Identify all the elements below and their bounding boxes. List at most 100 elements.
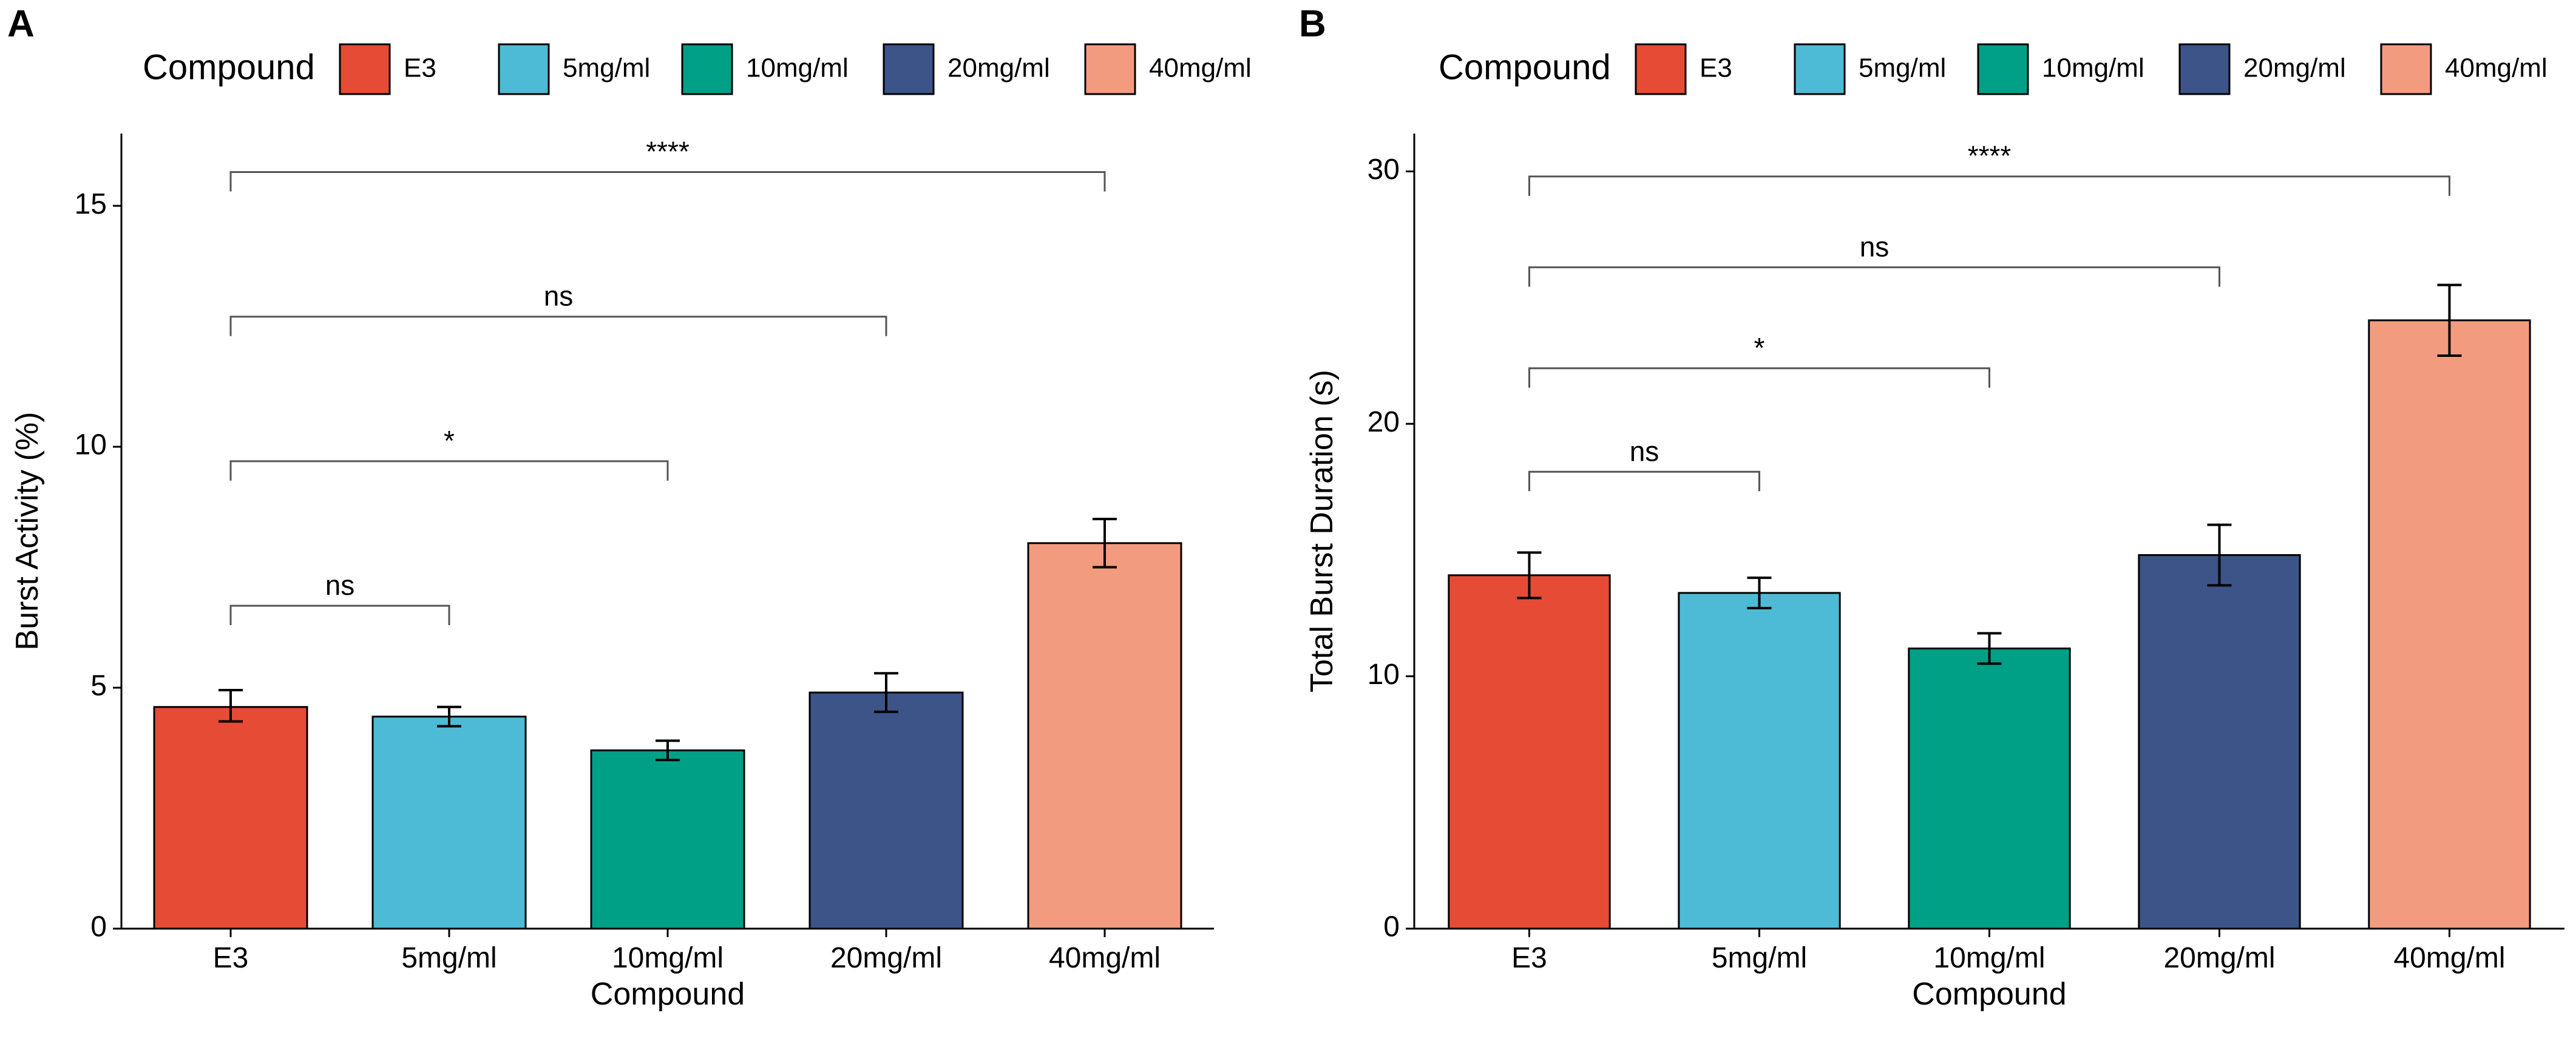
- error-bar: [437, 705, 461, 728]
- bracket-line: [1528, 175, 2450, 196]
- legend-label: 10mg/ml: [746, 53, 849, 83]
- x-tick-label: 40mg/ml: [2393, 942, 2505, 974]
- significance-bracket: *: [229, 425, 669, 481]
- significance-bracket: *: [1528, 332, 1990, 388]
- legend-swatch: [681, 43, 733, 95]
- legend-label: 20mg/ml: [2243, 53, 2346, 83]
- x-tick-label: E3: [213, 942, 249, 974]
- significance-label: ns: [325, 569, 355, 601]
- legend-swatch: [1084, 43, 1136, 95]
- legend-label: 10mg/ml: [2042, 53, 2144, 83]
- legend-item: 20mg/ml: [883, 43, 1050, 95]
- bracket-line: [1528, 470, 1760, 492]
- bar: [590, 749, 745, 930]
- legend-title: Compound: [1439, 47, 1611, 87]
- legend-swatch: [339, 43, 391, 95]
- legend-label: 40mg/ml: [2445, 53, 2547, 83]
- legend-item: 10mg/ml: [1977, 43, 2144, 95]
- significance-bracket: ****: [1528, 140, 2450, 196]
- legend-item: E3: [1635, 43, 1732, 95]
- legend-item: 5mg/ml: [498, 43, 650, 95]
- legend-label: 20mg/ml: [947, 53, 1050, 83]
- panel-letter: B: [1299, 3, 1326, 45]
- y-tick-label: 20: [1368, 406, 1400, 438]
- significance-bracket: ns: [229, 569, 450, 626]
- x-tick-label: 10mg/ml: [612, 942, 724, 974]
- legend-swatch: [1794, 43, 1846, 95]
- legend-label: 5mg/ml: [1859, 53, 1946, 83]
- bracket-line: [1528, 367, 1990, 388]
- y-tick-label: 30: [1368, 154, 1400, 186]
- x-tick-label: 20mg/ml: [2163, 942, 2275, 974]
- x-axis-title: Compound: [591, 977, 745, 1012]
- error-bar: [1517, 551, 1542, 600]
- legend-title: Compound: [143, 47, 315, 87]
- bar: [1027, 542, 1182, 930]
- bar: [1448, 574, 1611, 930]
- significance-label: ns: [1860, 231, 1890, 262]
- y-tick-label: 5: [90, 670, 107, 702]
- bar: [2138, 554, 2301, 930]
- bar: [2368, 319, 2531, 930]
- bracket-line: [229, 460, 669, 481]
- legend-swatch: [498, 43, 550, 95]
- significance-label: ****: [1968, 140, 2012, 172]
- error-bar: [1747, 576, 1772, 609]
- legend-item: 40mg/ml: [1084, 43, 1252, 95]
- legend: Compound E3 5mg/ml 10mg/ml 20mg/ml 40mg/ml: [143, 43, 1252, 95]
- error-bar: [219, 689, 243, 723]
- bracket-line: [229, 171, 1106, 192]
- legend-swatch: [1635, 43, 1687, 95]
- x-tick-label: 40mg/ml: [1049, 942, 1161, 974]
- y-tick-label: 0: [90, 911, 107, 943]
- y-tick-label: 0: [1383, 911, 1400, 943]
- significance-bracket: ns: [1528, 435, 1760, 492]
- error-bar: [2437, 283, 2462, 357]
- bar: [808, 691, 964, 930]
- bar: [1908, 647, 2071, 930]
- y-axis-title: Burst Activity (%): [10, 412, 45, 651]
- y-tick-label: 10: [1368, 659, 1400, 691]
- error-bar: [874, 672, 898, 713]
- x-tick-label: 5mg/ml: [1712, 942, 1807, 974]
- bar: [153, 706, 308, 930]
- bracket-line: [229, 316, 887, 336]
- x-tick-label: 5mg/ml: [401, 942, 497, 974]
- legend-swatch: [883, 43, 935, 95]
- panel-b: B Compound E3 5mg/ml 10mg/ml 20mg/ml 40mg/ml 0 1…: [1299, 3, 2564, 1012]
- bar: [371, 716, 527, 930]
- legend-label: 40mg/ml: [1149, 53, 1252, 83]
- x-tick-label: 20mg/ml: [830, 942, 942, 974]
- bar: [1678, 592, 1841, 930]
- legend-label: E3: [1700, 53, 1732, 83]
- significance-label: ****: [646, 136, 690, 168]
- y-tick-label: 15: [75, 188, 107, 220]
- legend-item: 20mg/ml: [2178, 43, 2346, 95]
- legend: Compound E3 5mg/ml 10mg/ml 20mg/ml 40mg/ml: [1439, 43, 2547, 95]
- legend-label: E3: [404, 53, 436, 83]
- error-bar: [1977, 632, 2002, 665]
- legend-item: 10mg/ml: [681, 43, 849, 95]
- error-bar: [1093, 518, 1117, 569]
- legend-label: 5mg/ml: [563, 53, 650, 83]
- x-axis-title: Compound: [1912, 977, 2066, 1012]
- bracket-line: [229, 605, 450, 626]
- significance-bracket: ****: [229, 136, 1106, 192]
- significance-bracket: ns: [229, 280, 887, 336]
- panel-letter: A: [7, 3, 35, 45]
- bracket-line: [1528, 266, 2220, 287]
- significance-label: *: [444, 425, 455, 456]
- x-tick-label: 10mg/ml: [1933, 942, 2045, 974]
- x-tick-label: E3: [1511, 942, 1547, 974]
- significance-label: ns: [544, 280, 574, 312]
- panel-a: A Compound E3 5mg/ml 10mg/ml 20mg/ml 40mg/ml 0 5…: [7, 3, 1252, 1012]
- legend-item: E3: [339, 43, 436, 95]
- error-bar: [2207, 523, 2232, 587]
- significance-label: ns: [1630, 435, 1659, 467]
- legend-item: 40mg/ml: [2380, 43, 2547, 95]
- legend-swatch: [2178, 43, 2231, 95]
- y-axis-title: Total Burst Duration (s): [1304, 370, 1340, 693]
- y-tick-label: 10: [75, 429, 107, 461]
- legend-item: 5mg/ml: [1794, 43, 1946, 95]
